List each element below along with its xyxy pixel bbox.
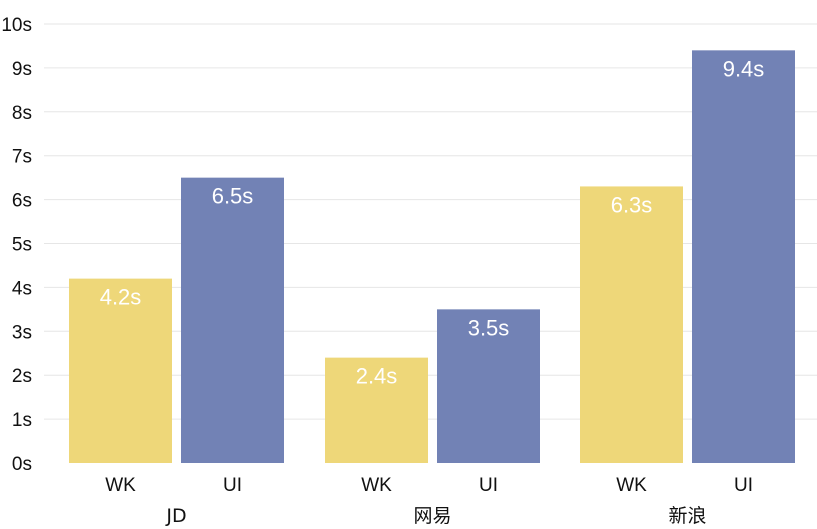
series-label: WK <box>616 475 647 496</box>
series-label: WK <box>105 475 136 496</box>
x-axis-labels: WK UI JD WK UI 网易 WK UI 新浪 <box>105 475 753 527</box>
y-tick-label: 8s <box>12 103 32 124</box>
y-tick-label: 9s <box>12 59 32 80</box>
bar-value-labels: 4.2s 6.5s 2.4s 3.5s 6.3s 9.4s <box>100 56 765 388</box>
bar-value-label: 6.3s <box>611 192 653 217</box>
gridlines <box>44 23 817 420</box>
category-label: 新浪 <box>668 505 706 527</box>
bar-ui <box>437 309 540 463</box>
y-tick-label: 10s <box>1 15 32 36</box>
y-tick-label: 3s <box>12 322 32 343</box>
series-label: UI <box>734 475 753 496</box>
bar-value-label: 6.5s <box>212 184 254 209</box>
bar-ui <box>181 177 284 463</box>
series-label: UI <box>479 475 498 496</box>
bar-value-label: 4.2s <box>100 285 142 310</box>
bar-value-label: 2.4s <box>356 364 398 389</box>
category-label: JD <box>165 505 186 527</box>
series-label: WK <box>361 475 392 496</box>
y-tick-label: 6s <box>12 191 32 212</box>
y-tick-label: 5s <box>12 235 32 256</box>
y-tick-label: 0s <box>12 454 32 475</box>
bar-wk <box>69 278 172 463</box>
bar-value-label: 9.4s <box>723 56 765 81</box>
series-label: UI <box>223 475 242 496</box>
y-axis-ticks: 0s 1s 2s 3s 4s 5s 6s 7s 8s 9s 10s <box>1 15 32 475</box>
y-tick-label: 1s <box>12 410 32 431</box>
category-label: 网易 <box>413 505 451 527</box>
bar-ui <box>692 50 795 464</box>
bar-wk <box>325 357 428 463</box>
y-tick-label: 7s <box>12 147 32 168</box>
bar-value-label: 3.5s <box>468 315 510 340</box>
y-tick-label: 4s <box>12 278 32 299</box>
y-tick-label: 2s <box>12 366 32 387</box>
bar-wk <box>580 186 683 463</box>
bars <box>69 50 795 464</box>
